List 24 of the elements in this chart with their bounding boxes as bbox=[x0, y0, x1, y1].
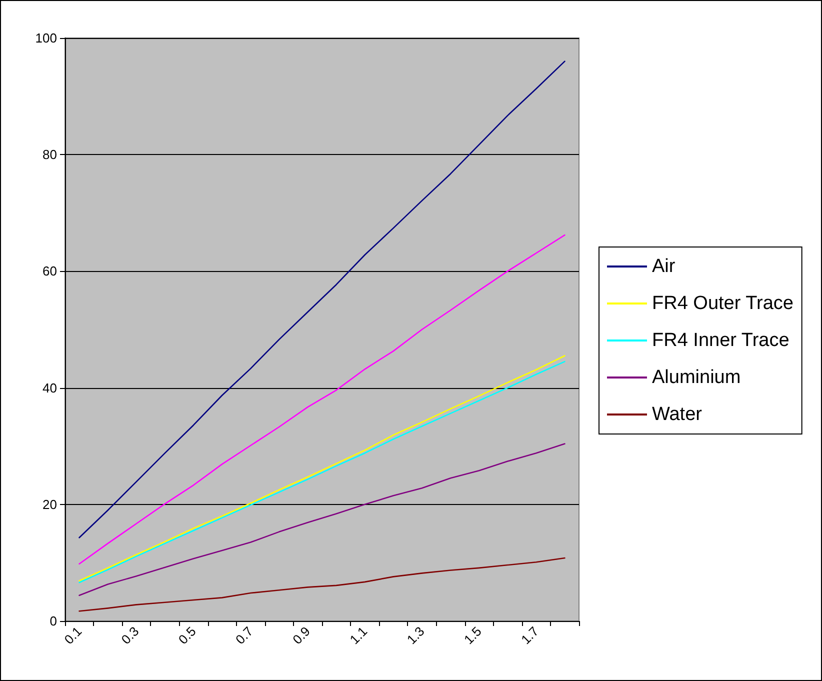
y-tick-label: 60 bbox=[42, 264, 57, 279]
line-series bbox=[78, 234, 566, 565]
x-tick-label: 0.1 bbox=[61, 624, 85, 648]
y-tick-label: 0 bbox=[50, 614, 57, 628]
x-tick-label: 0.7 bbox=[232, 624, 256, 648]
legend-label: Air bbox=[652, 256, 676, 277]
x-tick-label: 0.3 bbox=[118, 624, 142, 648]
x-tick-label: 1.1 bbox=[346, 624, 370, 648]
y-tick-label: 40 bbox=[42, 380, 57, 396]
x-tick-label: 1.5 bbox=[460, 624, 484, 648]
line-series bbox=[78, 557, 566, 612]
y-tick-label: 80 bbox=[42, 147, 57, 162]
x-tick-label: 0.9 bbox=[290, 624, 314, 648]
legend-label: Water bbox=[652, 404, 703, 425]
line-series bbox=[78, 443, 566, 596]
y-tick-label: 20 bbox=[42, 496, 57, 512]
x-tick-label: 1.3 bbox=[404, 624, 428, 648]
line-series bbox=[78, 60, 566, 538]
legend-label: Aluminium bbox=[652, 367, 741, 388]
legend-label: FR4 Outer Trace bbox=[652, 293, 794, 314]
legend-label: FR4 Inner Trace bbox=[652, 330, 790, 351]
y-tick-label: 100 bbox=[35, 30, 57, 46]
x-tick-label: 0.5 bbox=[175, 624, 199, 648]
x-tick-label: 1.7 bbox=[518, 624, 542, 648]
